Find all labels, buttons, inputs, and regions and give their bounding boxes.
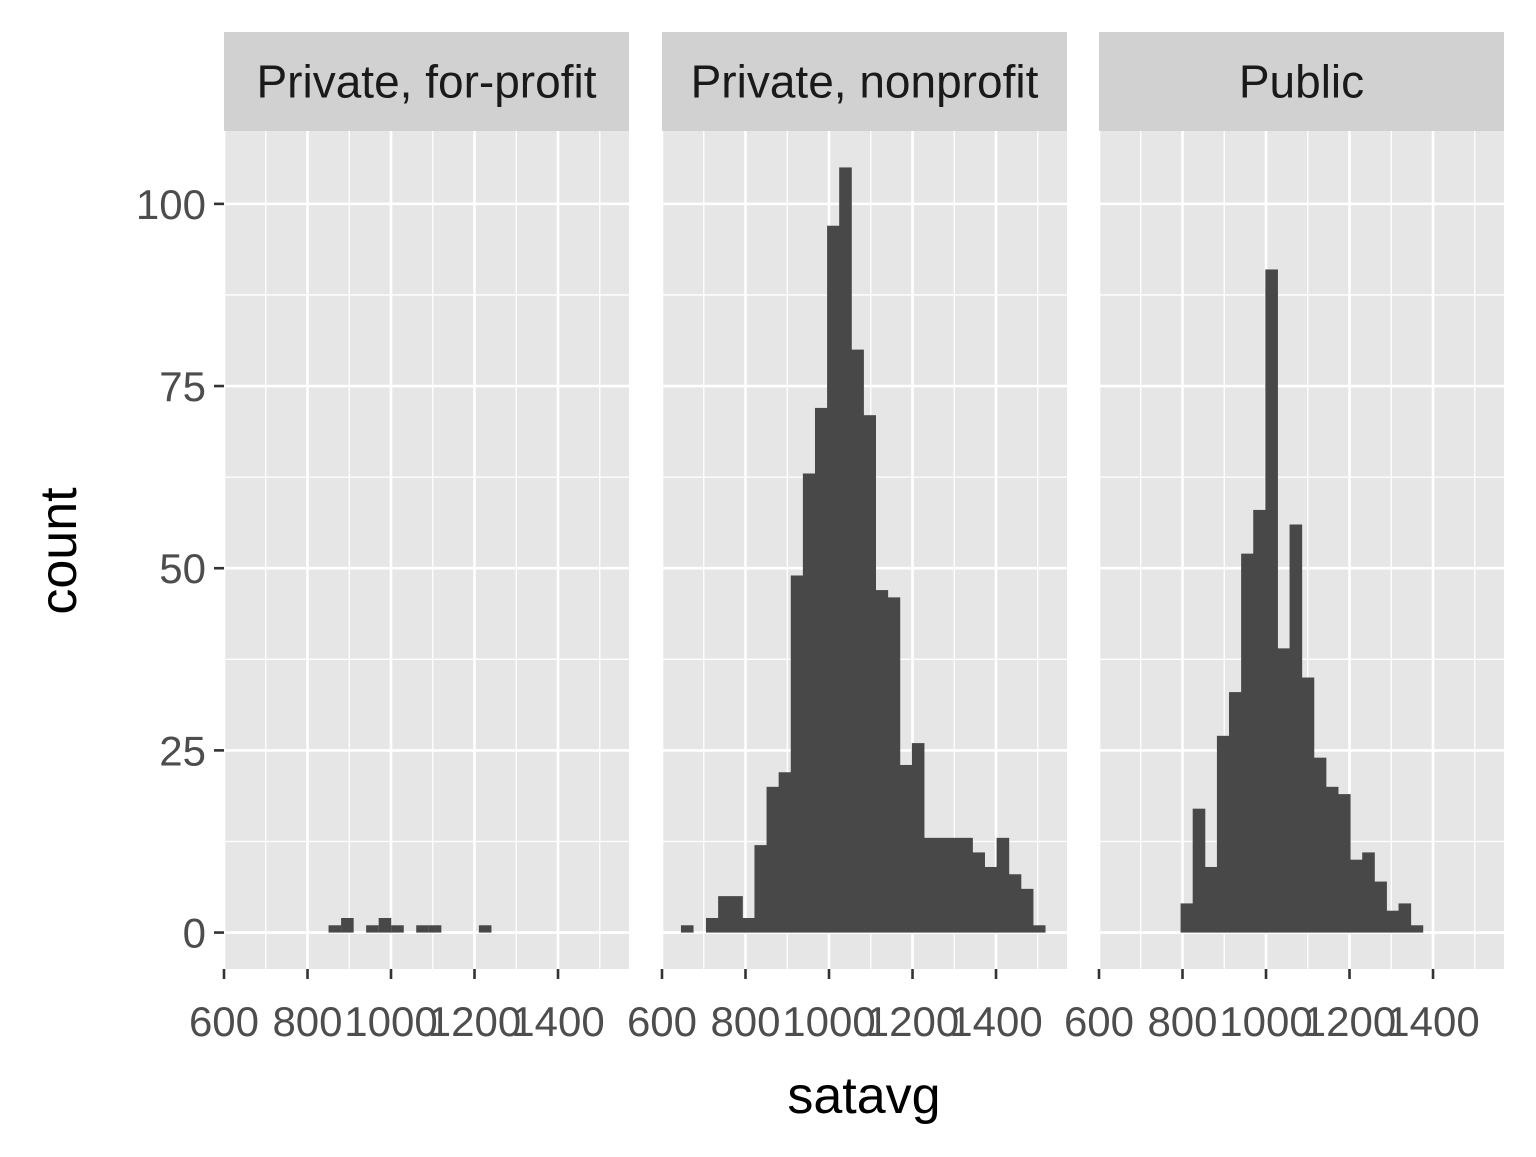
histogram-bar [814, 407, 828, 933]
histogram-bar [680, 925, 694, 933]
x-tick-label: 600 [1064, 998, 1134, 1045]
y-tick-label: 0 [183, 910, 206, 957]
histogram-bar [478, 925, 492, 933]
histogram-bar [1374, 881, 1387, 933]
histogram-bar [1180, 903, 1194, 933]
histogram-bar [936, 837, 949, 933]
histogram-bar [391, 925, 404, 933]
x-tick-label: 800 [710, 998, 780, 1045]
x-axis-title: satavg [787, 1067, 940, 1125]
histogram-bar [366, 925, 379, 933]
facet-strip-label: Public [1239, 56, 1364, 108]
x-tick-label: 800 [272, 998, 342, 1045]
histogram-bar [1289, 524, 1303, 933]
histogram-bar [416, 925, 429, 933]
x-tick-label: 1400 [1386, 998, 1479, 1045]
histogram-bar [1192, 808, 1206, 933]
histogram-bar [839, 167, 852, 933]
x-tick-label: 1000 [782, 998, 875, 1045]
histogram-bar [1216, 735, 1230, 933]
histogram-bar [766, 786, 780, 933]
y-tick-label: 75 [159, 363, 206, 410]
histogram-bar [851, 349, 864, 933]
x-tick-label: 1000 [1219, 998, 1312, 1045]
histogram-bar [718, 896, 731, 933]
histogram-bar [1277, 648, 1291, 933]
histogram-bar [790, 575, 804, 933]
y-axis-title: count [30, 487, 88, 615]
histogram-bar [1008, 874, 1022, 933]
histogram-bar [827, 225, 840, 933]
histogram-bar [1229, 692, 1242, 933]
histogram-bar [984, 866, 998, 933]
histogram-bar [1362, 852, 1375, 933]
facet-strip [662, 32, 1067, 131]
facet-strip-label: Private, for-profit [257, 56, 597, 108]
histogram-bar [1398, 903, 1412, 933]
histogram-bar [1253, 509, 1266, 933]
histogram-bar [960, 837, 973, 933]
histogram-bar [378, 917, 392, 933]
histogram-bar [875, 590, 889, 933]
x-tick-label: 1400 [511, 998, 604, 1045]
histogram-bar [863, 415, 877, 933]
histogram-bar [948, 837, 961, 933]
y-tick-label: 25 [159, 727, 206, 774]
histogram-bar [742, 917, 755, 933]
x-tick-label: 1000 [344, 998, 437, 1045]
histogram-bar [1241, 553, 1254, 933]
histogram-bar [887, 597, 901, 933]
x-tick-label: 1400 [949, 998, 1042, 1045]
histogram-bar [1313, 757, 1327, 933]
histogram-bar [996, 837, 1010, 933]
histogram-bar [1386, 910, 1400, 933]
facet-strip [224, 32, 629, 131]
histogram-bar [1265, 269, 1278, 933]
histogram-bar [1020, 888, 1034, 933]
facet-strip [1099, 32, 1504, 131]
x-tick-label: 600 [627, 998, 697, 1045]
histogram-bar [802, 473, 816, 933]
histogram-bar [911, 743, 925, 933]
histogram-bar [341, 917, 354, 933]
histogram-bar [328, 925, 342, 933]
histogram-bar [923, 837, 937, 933]
x-tick-label: 800 [1147, 998, 1217, 1045]
panel-background [224, 131, 629, 969]
histogram-bar [1350, 859, 1363, 933]
x-tick-label: 1200 [866, 998, 959, 1045]
histogram-bar [1032, 925, 1046, 933]
facet-strip-label: Private, nonprofit [691, 56, 1039, 108]
histogram-bar [706, 917, 719, 933]
histogram-bar [730, 896, 743, 933]
histogram-bar [1337, 794, 1351, 933]
histogram-bar [778, 772, 792, 933]
histogram-bar [899, 764, 913, 933]
histogram-bar [1204, 866, 1218, 933]
histogram-bar [972, 852, 985, 933]
x-tick-label: 1200 [428, 998, 521, 1045]
histogram-bar [754, 845, 768, 933]
histogram-bar [1325, 786, 1339, 933]
y-axis: 0 25 50 75 100 [136, 181, 224, 957]
y-tick-label: 50 [159, 545, 206, 592]
histogram-bar [1301, 677, 1315, 933]
x-tick-label: 600 [189, 998, 259, 1045]
x-tick-label: 1200 [1303, 998, 1396, 1045]
histogram-bar [428, 925, 442, 933]
histogram-bar [1410, 925, 1424, 933]
y-tick-label: 100 [136, 181, 206, 228]
